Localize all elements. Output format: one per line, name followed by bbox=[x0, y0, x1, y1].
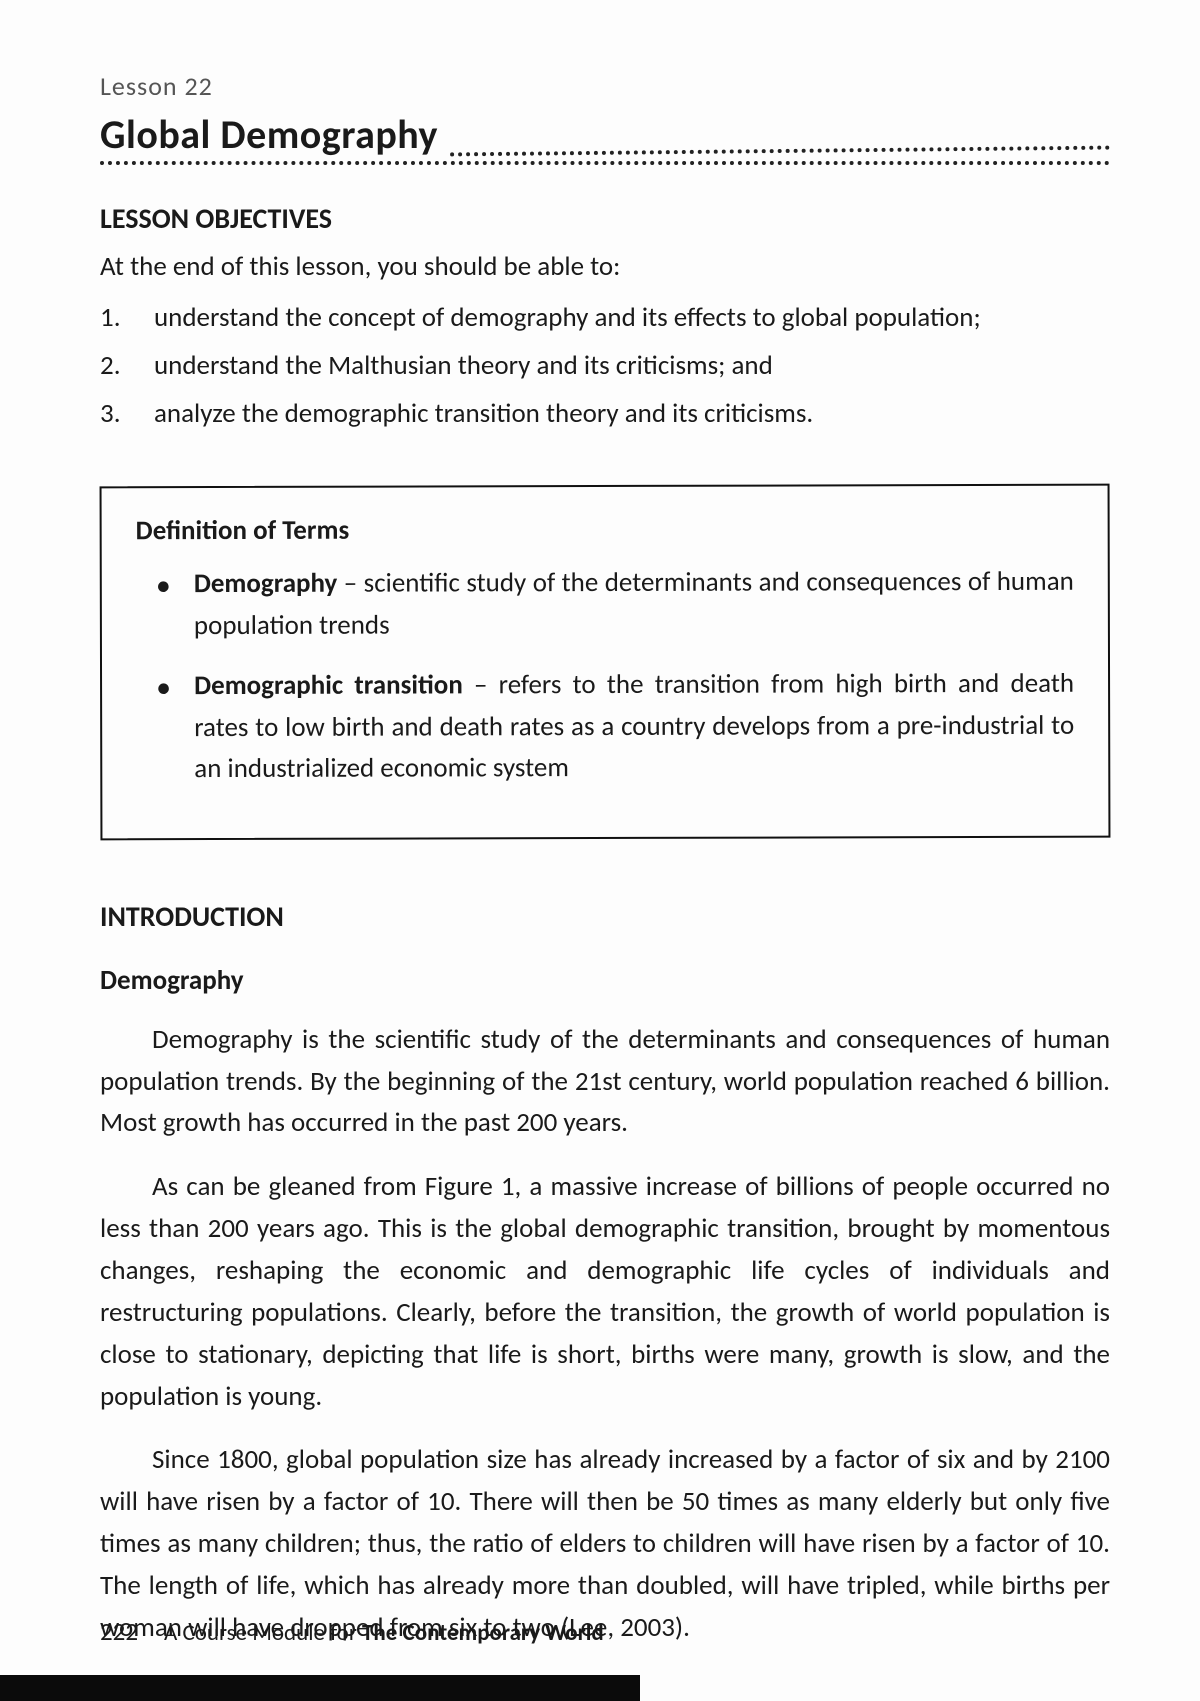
dotted-rule-under bbox=[100, 161, 1110, 165]
page: Lesson 22 Global Demography LESSON OBJEC… bbox=[0, 0, 1200, 1701]
objectives-list: understand the concept of demography and… bbox=[100, 297, 1110, 435]
definitions-heading: Definition of Terms bbox=[136, 511, 1074, 546]
term-item: Demographic transition – refers to the t… bbox=[136, 662, 1074, 790]
term-name: Demography bbox=[194, 566, 338, 599]
terms-list: Demography – scientific study of the det… bbox=[136, 560, 1075, 790]
demography-subheading: Demography bbox=[100, 964, 1110, 997]
definitions-box: Definition of Terms Demography – scienti… bbox=[100, 483, 1111, 840]
footer-text-a: A Course Module for bbox=[164, 1619, 362, 1647]
page-number: 222 bbox=[100, 1616, 138, 1647]
objective-item: understand the concept of demography and… bbox=[100, 297, 1110, 339]
introduction-heading: INTRODUCTION bbox=[100, 899, 1110, 934]
objectives-intro: At the end of this lesson, you should be… bbox=[100, 250, 1110, 283]
title-row: Global Demography bbox=[100, 110, 1110, 159]
objective-item: analyze the demographic transition theor… bbox=[100, 393, 1110, 435]
footer-text: A Course Module for The Contemporary Wor… bbox=[164, 1619, 604, 1647]
page-title: Global Demography bbox=[100, 110, 438, 159]
page-footer: 222 A Course Module for The Contemporary… bbox=[100, 1616, 1110, 1647]
term-name: Demographic transition bbox=[194, 668, 463, 702]
lesson-number: Lesson 22 bbox=[100, 70, 1110, 102]
term-item: Demography – scientific study of the det… bbox=[136, 560, 1074, 646]
body-paragraph: Demography is the scientific study of th… bbox=[100, 1019, 1110, 1145]
dotted-rule-top bbox=[450, 130, 1110, 157]
body-paragraph: As can be gleaned from Figure 1, a massi… bbox=[100, 1166, 1110, 1417]
objective-item: understand the Malthusian theory and its… bbox=[100, 345, 1110, 387]
footer-book-title: The Contemporary World bbox=[362, 1619, 604, 1647]
objectives-heading: LESSON OBJECTIVES bbox=[100, 201, 1110, 236]
